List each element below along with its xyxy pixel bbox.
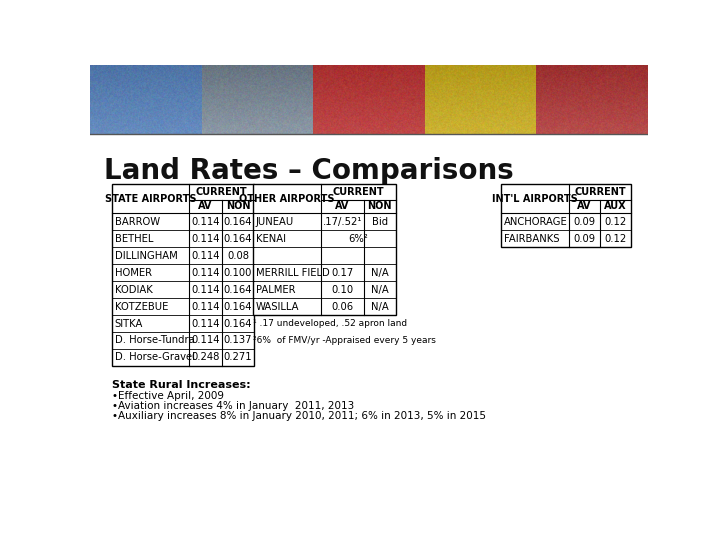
Text: D. Horse-Gravel: D. Horse-Gravel: [114, 353, 195, 362]
Text: NON: NON: [226, 201, 251, 212]
Text: STATE AIRPORTS: STATE AIRPORTS: [104, 194, 196, 204]
Text: KODIAK: KODIAK: [114, 285, 153, 295]
Bar: [253, 184, 396, 315]
Text: WASILLA: WASILLA: [256, 301, 300, 312]
Text: Bid: Bid: [372, 217, 388, 227]
Text: KENAI: KENAI: [256, 234, 286, 244]
Text: 0.137: 0.137: [224, 335, 252, 346]
Text: 0.114: 0.114: [192, 234, 220, 244]
Text: MERRILL FIELD: MERRILL FIELD: [256, 268, 330, 278]
Text: ANCHORAGE: ANCHORAGE: [504, 217, 567, 227]
Bar: [112, 184, 254, 366]
Text: CURRENT: CURRENT: [196, 187, 248, 197]
Text: N/A: N/A: [371, 285, 389, 295]
Text: AV: AV: [335, 201, 349, 212]
Text: 0.114: 0.114: [192, 301, 220, 312]
Text: D. Horse-Tundra: D. Horse-Tundra: [114, 335, 194, 346]
Text: 0.09: 0.09: [573, 234, 595, 244]
Text: AUX: AUX: [604, 201, 627, 212]
Text: DILLINGHAM: DILLINGHAM: [114, 251, 178, 261]
Text: 0.10: 0.10: [331, 285, 354, 295]
Text: CURRENT: CURRENT: [574, 187, 626, 197]
Text: 0.09: 0.09: [573, 217, 595, 227]
Text: HOMER: HOMER: [114, 268, 152, 278]
Text: N/A: N/A: [371, 268, 389, 278]
Text: BETHEL: BETHEL: [114, 234, 153, 244]
Text: 0.114: 0.114: [192, 217, 220, 227]
Text: N/A: N/A: [371, 301, 389, 312]
Text: ¹ .17 undeveloped, .52 apron land: ¹ .17 undeveloped, .52 apron land: [253, 319, 407, 328]
Text: FAIRBANKS: FAIRBANKS: [504, 234, 559, 244]
Text: NON: NON: [368, 201, 392, 212]
Text: 0.100: 0.100: [224, 268, 252, 278]
Text: 0.12: 0.12: [604, 234, 626, 244]
Text: 0.114: 0.114: [192, 285, 220, 295]
Text: ²6%  of FMV/yr -Appraised every 5 years: ²6% of FMV/yr -Appraised every 5 years: [253, 336, 436, 345]
Bar: [500, 184, 631, 247]
Text: 0.08: 0.08: [227, 251, 249, 261]
Text: 0.271: 0.271: [224, 353, 252, 362]
Text: •Aviation increases 4% in January  2011, 2013: •Aviation increases 4% in January 2011, …: [112, 401, 354, 410]
Text: SITKA: SITKA: [114, 319, 143, 328]
Text: 0.12: 0.12: [604, 217, 626, 227]
Text: 0.17: 0.17: [331, 268, 354, 278]
Text: 0.248: 0.248: [192, 353, 220, 362]
Text: KOTZEBUE: KOTZEBUE: [114, 301, 168, 312]
Text: 0.06: 0.06: [331, 301, 354, 312]
Text: 0.164: 0.164: [224, 217, 252, 227]
Text: 0.164: 0.164: [224, 301, 252, 312]
Text: CURRENT: CURRENT: [333, 187, 384, 197]
Text: 0.114: 0.114: [192, 319, 220, 328]
Text: BARROW: BARROW: [114, 217, 160, 227]
Text: 6%²: 6%²: [348, 234, 369, 244]
Text: •Effective April, 2009: •Effective April, 2009: [112, 390, 224, 401]
Text: INT'L AIRPORTS: INT'L AIRPORTS: [492, 194, 577, 204]
Text: Land Rates – Comparisons: Land Rates – Comparisons: [104, 157, 513, 185]
Text: 0.164: 0.164: [224, 234, 252, 244]
Text: 0.114: 0.114: [192, 251, 220, 261]
Text: State Rural Increases:: State Rural Increases:: [112, 380, 251, 390]
Text: 0.114: 0.114: [192, 335, 220, 346]
Text: 0.164: 0.164: [224, 319, 252, 328]
Text: •Auxiliary increases 8% in January 2010, 2011; 6% in 2013, 5% in 2015: •Auxiliary increases 8% in January 2010,…: [112, 410, 486, 421]
Text: OTHER AIRPORTS: OTHER AIRPORTS: [239, 194, 335, 204]
Text: 0.164: 0.164: [224, 285, 252, 295]
Text: 0.114: 0.114: [192, 268, 220, 278]
Text: JUNEAU: JUNEAU: [256, 217, 294, 227]
Text: AV: AV: [198, 201, 212, 212]
Text: AV: AV: [577, 201, 592, 212]
Text: PALMER: PALMER: [256, 285, 295, 295]
Text: .17/.52¹: .17/.52¹: [323, 217, 362, 227]
